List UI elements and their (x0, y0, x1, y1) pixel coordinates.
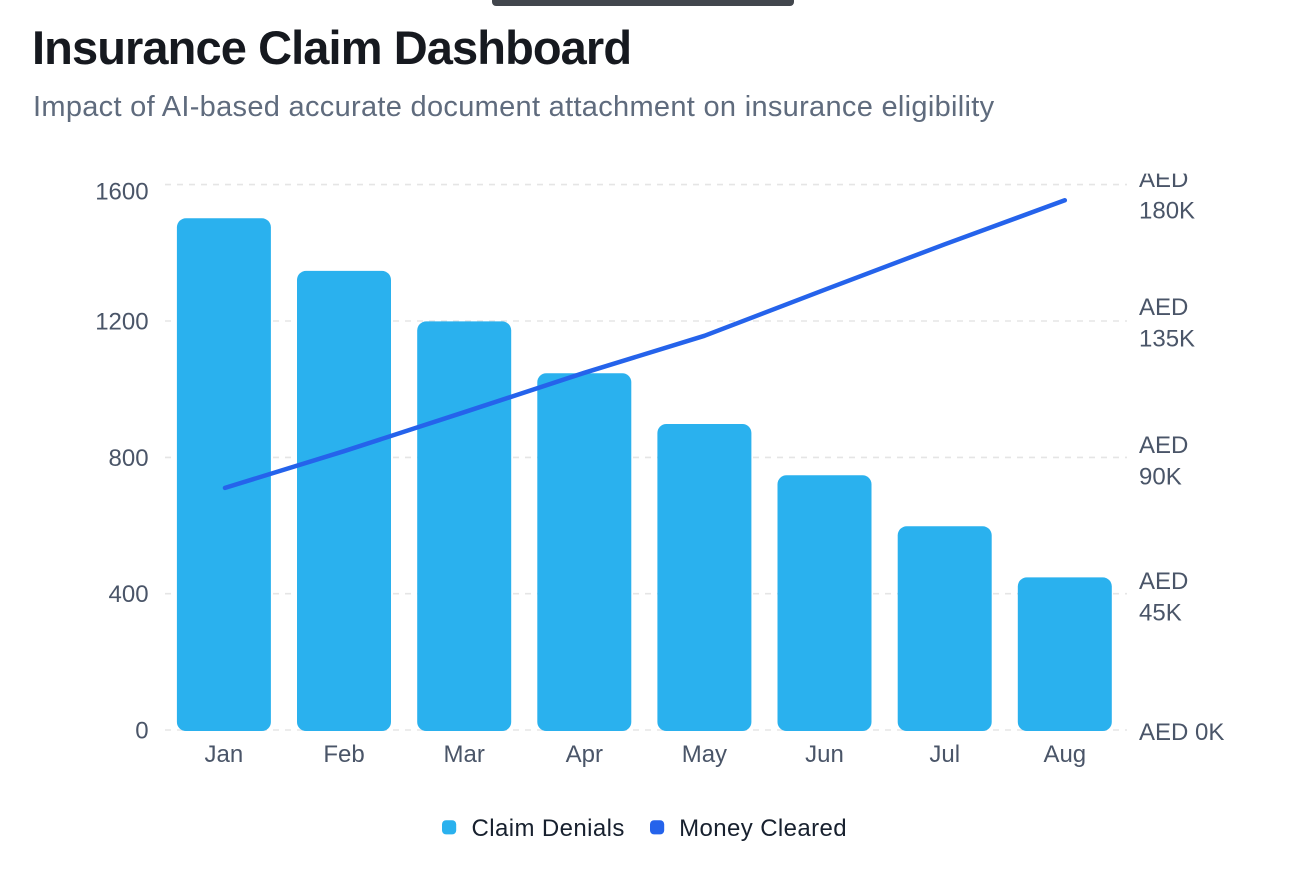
svg-text:1600: 1600 (95, 179, 148, 206)
svg-text:800: 800 (109, 445, 149, 472)
svg-text:AED 0K: AED 0K (1139, 719, 1224, 746)
svg-text:400: 400 (109, 581, 149, 608)
svg-text:May: May (682, 741, 727, 768)
svg-text:AED: AED (1139, 568, 1188, 595)
svg-text:Apr: Apr (566, 741, 603, 768)
svg-text:Jun: Jun (805, 741, 844, 768)
svg-text:Jan: Jan (205, 741, 244, 768)
svg-text:Aug: Aug (1043, 741, 1086, 768)
svg-text:Feb: Feb (323, 741, 364, 768)
svg-text:Money Cleared: Money Cleared (679, 815, 847, 842)
svg-text:0: 0 (135, 717, 148, 744)
svg-text:Jul: Jul (929, 741, 960, 768)
svg-text:1200: 1200 (95, 308, 148, 335)
svg-text:90K: 90K (1139, 463, 1182, 490)
svg-text:135K: 135K (1139, 325, 1195, 352)
svg-text:AED: AED (1139, 294, 1188, 321)
svg-text:45K: 45K (1139, 600, 1182, 627)
svg-text:Mar: Mar (444, 741, 485, 768)
svg-text:180K: 180K (1139, 197, 1195, 224)
svg-text:AED: AED (1139, 432, 1188, 459)
svg-text:Claim Denials: Claim Denials (472, 815, 625, 842)
